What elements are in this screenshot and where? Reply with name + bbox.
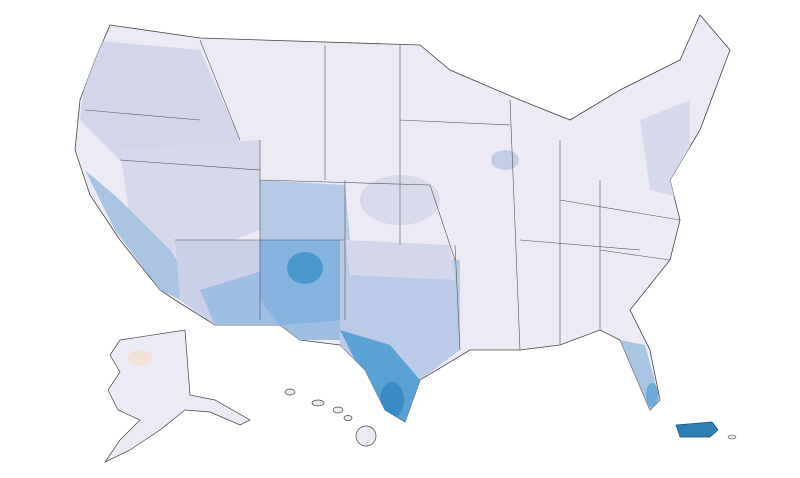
region-chicago bbox=[491, 150, 519, 170]
alaska bbox=[103, 329, 251, 463]
puerto-rico bbox=[675, 421, 719, 438]
region-miami bbox=[646, 383, 658, 407]
hawaii bbox=[284, 388, 377, 447]
alaska-northwest bbox=[128, 350, 152, 366]
region-great-basin bbox=[120, 140, 260, 260]
state-borders bbox=[84, 39, 681, 351]
pr-islet bbox=[727, 434, 737, 440]
region-california bbox=[85, 170, 200, 300]
region-rio-grande bbox=[380, 382, 404, 418]
region-nm-core bbox=[287, 252, 323, 284]
region-oklahoma bbox=[345, 240, 455, 280]
region-northwest bbox=[80, 40, 240, 170]
region-colorado bbox=[260, 180, 350, 240]
